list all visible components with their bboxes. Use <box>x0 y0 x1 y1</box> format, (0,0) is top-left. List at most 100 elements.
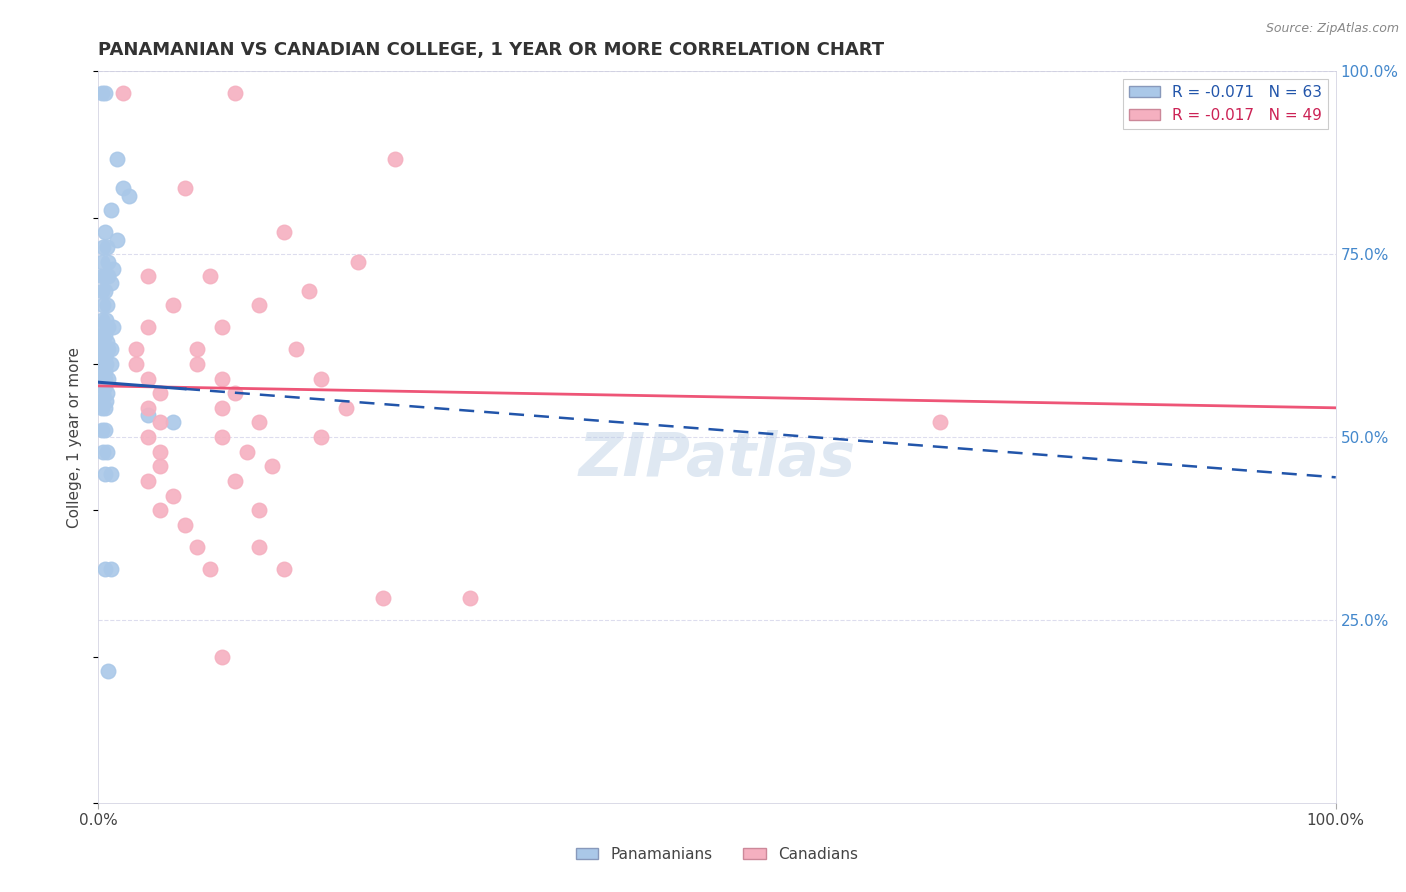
Point <box>247 298 270 312</box>
Point <box>298 284 321 298</box>
Point <box>136 320 159 334</box>
Point <box>309 430 332 444</box>
Point <box>100 357 122 371</box>
Point <box>94 357 117 371</box>
Point <box>91 379 114 393</box>
Point <box>928 416 950 430</box>
Point <box>100 343 122 357</box>
Point <box>96 334 118 349</box>
Legend: Panamanians, Canadians: Panamanians, Canadians <box>569 841 865 868</box>
Point <box>91 371 114 385</box>
Point <box>136 269 159 284</box>
Point <box>91 364 114 378</box>
Point <box>93 240 115 254</box>
Point <box>91 357 114 371</box>
Point <box>105 152 128 166</box>
Text: Source: ZipAtlas.com: Source: ZipAtlas.com <box>1265 22 1399 36</box>
Point <box>93 364 115 378</box>
Point <box>211 320 233 334</box>
Point <box>384 152 406 166</box>
Point <box>97 371 120 385</box>
Point <box>100 467 122 481</box>
Point <box>105 233 128 247</box>
Point <box>224 87 246 101</box>
Point <box>93 444 115 458</box>
Point <box>236 444 259 458</box>
Point <box>186 357 208 371</box>
Point <box>136 408 159 422</box>
Point <box>136 474 159 488</box>
Point <box>91 350 114 364</box>
Point <box>118 188 141 202</box>
Point <box>247 416 270 430</box>
Point <box>124 343 146 357</box>
Point <box>247 540 270 554</box>
Point <box>93 467 115 481</box>
Point <box>96 240 118 254</box>
Point <box>96 444 118 458</box>
Point <box>93 423 115 437</box>
Point <box>458 591 481 605</box>
Point <box>347 254 370 268</box>
Point <box>91 343 114 357</box>
Y-axis label: College, 1 year or more: College, 1 year or more <box>67 347 83 527</box>
Point <box>93 225 115 239</box>
Point <box>93 343 115 357</box>
Point <box>93 350 115 364</box>
Point <box>162 298 184 312</box>
Point <box>93 379 115 393</box>
Point <box>91 269 114 284</box>
Point <box>162 489 184 503</box>
Point <box>100 277 122 291</box>
Point <box>112 181 135 195</box>
Point <box>93 269 115 284</box>
Point <box>224 386 246 401</box>
Point <box>91 313 114 327</box>
Point <box>97 343 120 357</box>
Point <box>96 386 118 401</box>
Point <box>91 423 114 437</box>
Point <box>136 430 159 444</box>
Text: PANAMANIAN VS CANADIAN COLLEGE, 1 YEAR OR MORE CORRELATION CHART: PANAMANIAN VS CANADIAN COLLEGE, 1 YEAR O… <box>98 41 884 59</box>
Point <box>285 343 308 357</box>
Text: ZIPatlas: ZIPatlas <box>578 430 856 489</box>
Point <box>211 430 233 444</box>
Point <box>93 284 115 298</box>
Point <box>198 269 221 284</box>
Point <box>93 334 115 349</box>
Point <box>211 401 233 415</box>
Point <box>149 459 172 474</box>
Point <box>309 371 332 385</box>
Point <box>112 87 135 101</box>
Point <box>93 401 115 415</box>
Point <box>124 357 146 371</box>
Point <box>247 503 270 517</box>
Point <box>93 327 115 342</box>
Point <box>93 87 115 101</box>
Point <box>93 371 115 385</box>
Point <box>93 298 115 312</box>
Point <box>174 181 197 195</box>
Point <box>186 343 208 357</box>
Point <box>97 269 120 284</box>
Point <box>149 503 172 517</box>
Point <box>273 562 295 576</box>
Point <box>186 540 208 554</box>
Point <box>97 254 120 268</box>
Point <box>273 225 295 239</box>
Point <box>91 393 114 408</box>
Point <box>91 87 114 101</box>
Point <box>91 401 114 415</box>
Point <box>91 254 114 268</box>
Point <box>96 298 118 312</box>
Point <box>136 401 159 415</box>
Point <box>103 261 125 276</box>
Point <box>97 320 120 334</box>
Point <box>174 517 197 532</box>
Point <box>93 320 115 334</box>
Point <box>335 401 357 415</box>
Point <box>149 444 172 458</box>
Point <box>103 320 125 334</box>
Point <box>100 562 122 576</box>
Point <box>371 591 394 605</box>
